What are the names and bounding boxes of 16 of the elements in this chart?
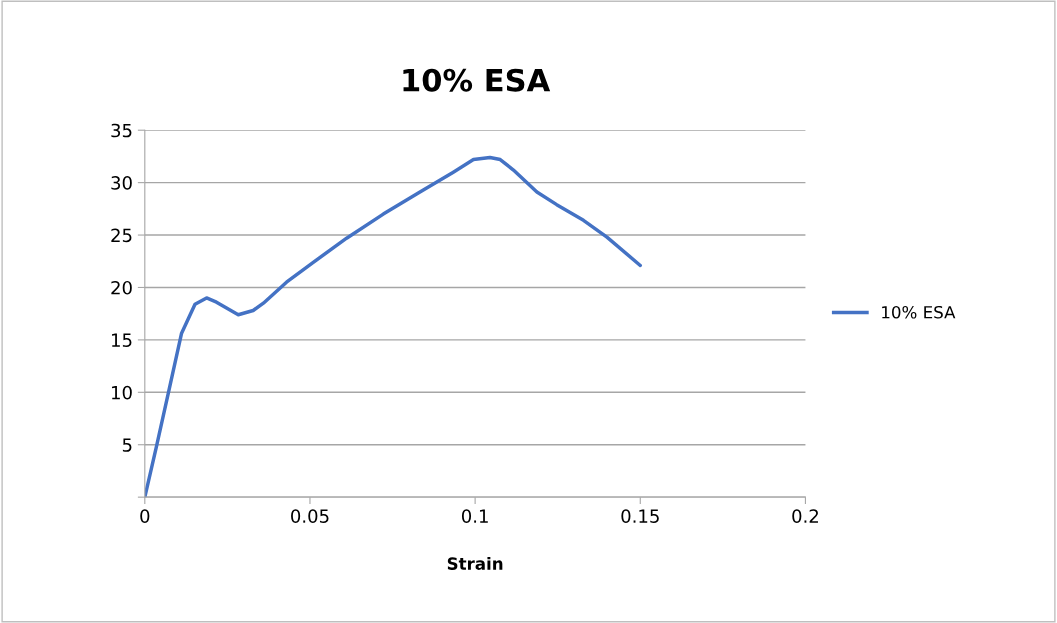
y-tick-label: 35	[111, 123, 132, 138]
x-tick-label: 0.05	[291, 509, 329, 523]
y-tick-label: 15	[112, 333, 132, 348]
x-tick-label: 0	[140, 509, 150, 523]
chart-title: 10% ESA	[403, 68, 551, 92]
legend-label: 10% ESA	[882, 305, 956, 319]
y-tick-label: 30	[111, 176, 132, 190]
x-tick-label: 0.2	[792, 509, 818, 523]
y-tick-label: 10	[112, 385, 132, 400]
y-tick-label: 5	[122, 438, 132, 452]
x-tick-label: 0.15	[621, 509, 659, 523]
y-tick-label: 25	[111, 228, 132, 243]
x-tick-label: 0.1	[461, 509, 488, 523]
x-axis-title: Strain	[447, 556, 503, 570]
line-series	[144, 155, 643, 498]
y-tick-label: 20	[111, 280, 132, 295]
